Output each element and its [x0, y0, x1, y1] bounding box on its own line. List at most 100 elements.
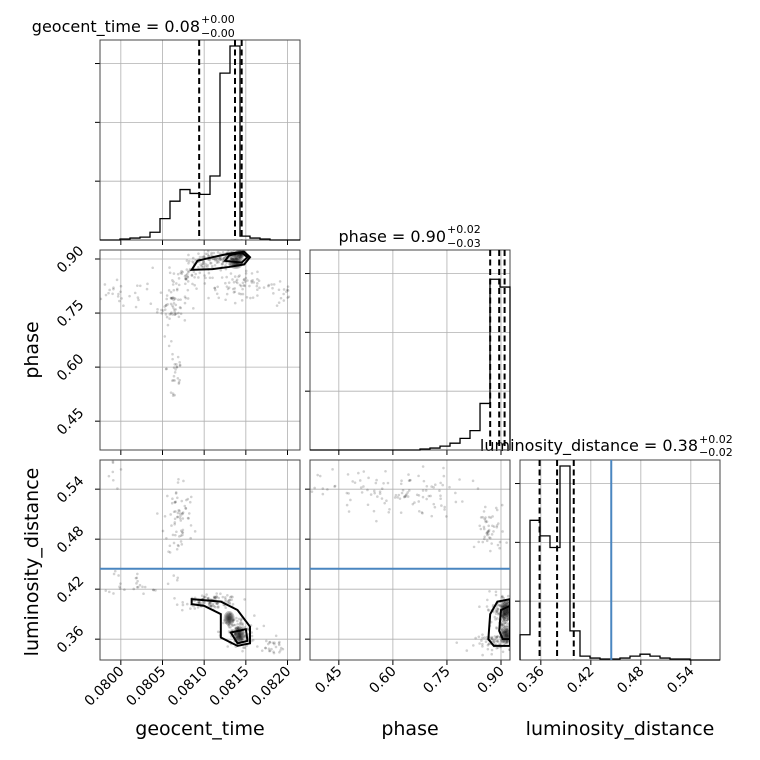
sample-point [500, 623, 504, 627]
sample-point [206, 250, 210, 253]
sample-point [441, 483, 444, 487]
sample-point [196, 601, 200, 605]
sample-point [251, 296, 255, 299]
sample-point [406, 495, 410, 498]
sample-point [156, 512, 159, 515]
sample-point [103, 283, 107, 286]
sample-point [487, 528, 491, 532]
sample-point [485, 605, 489, 608]
sample-point [224, 250, 227, 251]
sample-point [489, 536, 492, 540]
sample-point [489, 637, 492, 640]
sample-point [132, 587, 136, 591]
sample-point [175, 287, 179, 291]
sample-point [282, 292, 285, 296]
sample-point [209, 253, 213, 257]
sample-point [503, 616, 507, 620]
sample-point [211, 257, 215, 261]
grid [310, 460, 510, 660]
sample-point [154, 589, 157, 592]
sample-point [483, 517, 486, 521]
sample-point [197, 265, 200, 269]
sample-point [400, 479, 403, 482]
sample-point [236, 281, 239, 285]
sample-point [118, 587, 122, 590]
sample-point [204, 252, 208, 256]
sample-point [443, 508, 446, 511]
sample-point [227, 598, 231, 602]
density-blob [502, 629, 510, 641]
sample-point [496, 608, 500, 611]
sample-point [503, 621, 507, 625]
sample-point [256, 294, 259, 297]
sample-point [197, 276, 200, 279]
sample-point [141, 585, 144, 589]
sample-point [136, 296, 140, 299]
sample-point [229, 626, 232, 629]
sample-point [375, 478, 378, 482]
sample-point [237, 292, 241, 295]
sample-point [159, 291, 163, 294]
sample-point [236, 257, 240, 260]
sample-point [318, 474, 322, 478]
sample-point [331, 468, 334, 471]
sample-point [503, 630, 506, 634]
sample-point [494, 593, 498, 597]
sample-point [458, 478, 461, 481]
sample-point [246, 279, 249, 282]
sample-point [204, 250, 207, 251]
sample-point [286, 296, 290, 299]
sample-point [486, 608, 490, 611]
sample-point [400, 491, 404, 495]
sample-point [180, 530, 184, 534]
sample-point [253, 614, 256, 617]
sample-point [206, 263, 209, 267]
sample-point [200, 265, 203, 268]
sample-point [347, 492, 350, 495]
sample-point [183, 319, 187, 322]
sample-point [362, 485, 365, 488]
scatter-panel-luminosity_distance_vs_phase [305, 459, 511, 665]
sample-point [189, 524, 193, 527]
sample-point [273, 641, 276, 644]
contour-line [487, 598, 510, 647]
sample-point [100, 297, 103, 301]
sample-point [113, 569, 117, 573]
sample-point [194, 258, 197, 262]
sample-point [165, 367, 168, 371]
sample-point [178, 516, 182, 520]
sample-point [256, 277, 259, 281]
sample-point [183, 275, 187, 278]
sample-point [481, 515, 484, 519]
sample-point [107, 590, 111, 594]
sample-point [232, 257, 236, 260]
sample-point [195, 287, 198, 290]
sample-point [502, 613, 505, 616]
sample-point [186, 497, 190, 501]
sample-point [181, 517, 185, 520]
density-blob [226, 615, 232, 622]
sample-point [264, 646, 267, 650]
sample-point [397, 493, 401, 497]
sample-point [208, 258, 212, 262]
sample-point [170, 501, 174, 505]
sample-point [179, 306, 183, 310]
sample-point [229, 257, 233, 260]
sample-point [173, 362, 177, 366]
sample-point [181, 533, 184, 537]
sample-point [187, 517, 190, 520]
sample-point [483, 505, 487, 509]
sample-point [173, 313, 177, 317]
density-blob [227, 616, 231, 621]
sample-point [172, 308, 176, 311]
sample-point [251, 638, 255, 642]
sample-point [242, 635, 246, 639]
sample-point [179, 298, 182, 301]
contour-line [229, 627, 249, 645]
sample-point [502, 613, 506, 616]
sample-point [213, 595, 216, 599]
sample-point [496, 543, 500, 547]
sample-point [287, 295, 291, 299]
sample-point [238, 256, 242, 259]
sample-point [346, 473, 350, 476]
